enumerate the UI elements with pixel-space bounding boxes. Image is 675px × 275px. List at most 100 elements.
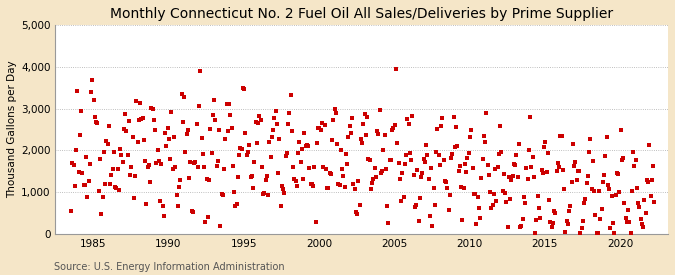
Point bbox=[601, 135, 612, 139]
Point bbox=[508, 162, 519, 166]
Point bbox=[479, 134, 489, 139]
Point bbox=[483, 172, 494, 177]
Point bbox=[448, 115, 459, 119]
Point bbox=[82, 195, 93, 199]
Point bbox=[398, 195, 409, 199]
Point bbox=[315, 128, 326, 132]
Point bbox=[489, 167, 500, 171]
Point bbox=[403, 121, 414, 126]
Point bbox=[383, 220, 394, 225]
Point bbox=[274, 137, 285, 142]
Title: Monthly Connecticut No. 2 Fuel Oil All Sales/Deliveries by Prime Supplier: Monthly Connecticut No. 2 Fuel Oil All S… bbox=[110, 7, 614, 21]
Point bbox=[92, 121, 103, 126]
Point bbox=[279, 191, 290, 195]
Point bbox=[353, 179, 364, 183]
Point bbox=[596, 207, 607, 211]
Point bbox=[292, 184, 302, 188]
Point bbox=[536, 168, 547, 172]
Point bbox=[115, 146, 126, 151]
Point bbox=[188, 210, 198, 214]
Point bbox=[215, 224, 226, 228]
Point bbox=[517, 217, 528, 221]
Point bbox=[119, 111, 130, 116]
Point bbox=[88, 98, 99, 102]
Point bbox=[286, 93, 296, 97]
Point bbox=[554, 165, 564, 169]
Point bbox=[360, 133, 371, 137]
Point bbox=[458, 186, 469, 190]
Point bbox=[329, 107, 340, 111]
Point bbox=[101, 139, 111, 143]
Point bbox=[410, 204, 421, 209]
Point bbox=[604, 187, 615, 192]
Point bbox=[512, 175, 523, 180]
Point bbox=[496, 150, 507, 155]
Point bbox=[357, 141, 368, 145]
Point bbox=[576, 226, 587, 230]
Point bbox=[302, 143, 313, 147]
Point bbox=[233, 175, 244, 179]
Point bbox=[524, 115, 535, 119]
Point bbox=[441, 180, 452, 185]
Point bbox=[116, 152, 127, 157]
Point bbox=[358, 122, 369, 126]
Point bbox=[610, 192, 621, 197]
Point bbox=[244, 142, 254, 147]
Point bbox=[648, 163, 659, 168]
Point bbox=[468, 192, 479, 196]
Point bbox=[520, 200, 531, 205]
Point bbox=[547, 220, 558, 225]
Point bbox=[227, 164, 238, 169]
Point bbox=[335, 148, 346, 152]
Point bbox=[639, 197, 650, 202]
Point bbox=[125, 173, 136, 177]
Point bbox=[572, 168, 583, 173]
Point bbox=[195, 69, 206, 73]
Point bbox=[476, 176, 487, 180]
Point bbox=[153, 159, 164, 164]
Point bbox=[135, 101, 146, 105]
Point bbox=[475, 216, 485, 221]
Point bbox=[388, 125, 399, 130]
Point bbox=[462, 156, 473, 160]
Point bbox=[150, 128, 161, 133]
Point bbox=[344, 124, 355, 128]
Point bbox=[438, 158, 449, 162]
Point bbox=[454, 169, 464, 173]
Point bbox=[569, 164, 580, 169]
Point bbox=[414, 196, 425, 200]
Point bbox=[600, 154, 611, 158]
Point bbox=[252, 120, 263, 125]
Point bbox=[186, 208, 197, 213]
Point bbox=[319, 123, 330, 127]
Point bbox=[210, 117, 221, 122]
Point bbox=[313, 126, 323, 130]
Point bbox=[603, 183, 614, 187]
Point bbox=[305, 182, 316, 186]
Point bbox=[102, 141, 113, 146]
Point bbox=[375, 171, 386, 175]
Point bbox=[626, 189, 637, 193]
Point bbox=[506, 178, 517, 182]
Point bbox=[373, 132, 384, 137]
Point bbox=[624, 219, 634, 224]
Point bbox=[142, 165, 153, 169]
Point bbox=[552, 161, 563, 165]
Point bbox=[68, 163, 79, 167]
Point bbox=[545, 219, 556, 224]
Y-axis label: Thousand Gallons per Day: Thousand Gallons per Day bbox=[7, 60, 17, 198]
Point bbox=[364, 158, 375, 162]
Point bbox=[137, 116, 148, 120]
Point bbox=[599, 172, 610, 177]
Point bbox=[466, 128, 477, 133]
Point bbox=[211, 164, 222, 169]
Point bbox=[148, 118, 159, 122]
Point bbox=[649, 200, 659, 204]
Point bbox=[505, 197, 516, 201]
Point bbox=[91, 120, 102, 125]
Point bbox=[632, 201, 643, 205]
Point bbox=[447, 152, 458, 156]
Point bbox=[176, 92, 187, 96]
Point bbox=[419, 160, 430, 164]
Point bbox=[500, 191, 510, 196]
